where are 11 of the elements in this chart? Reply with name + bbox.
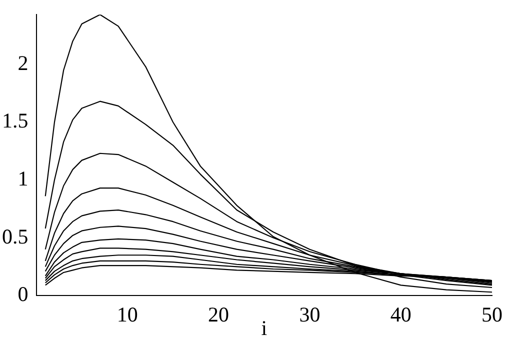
x-axis-title: i <box>261 316 268 340</box>
y-tick-label: 2 <box>18 50 28 75</box>
y-tick-label: 0.5 <box>2 224 28 248</box>
x-tick-label: 30 <box>299 302 320 327</box>
x-tick-label: 20 <box>208 302 230 327</box>
y-tick-label: 0 <box>18 282 28 306</box>
y-tick-label: 1.5 <box>2 108 28 133</box>
x-tick-label: 40 <box>390 302 412 327</box>
x-tick-label: 50 <box>482 302 502 327</box>
y-tick-label: 1 <box>18 166 28 190</box>
x-tick-label: 10 <box>116 302 138 327</box>
